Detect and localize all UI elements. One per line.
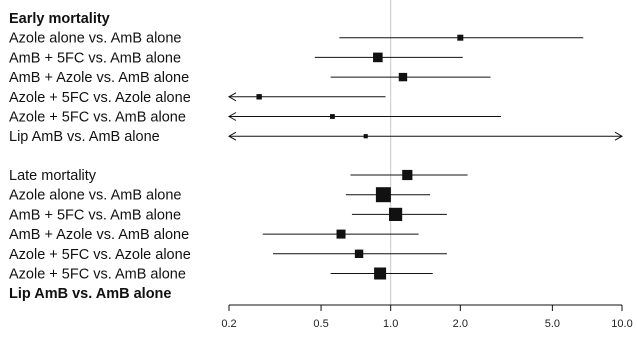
point-estimate-box xyxy=(388,207,403,221)
point-estimate-box xyxy=(354,249,364,258)
point-estimate-box xyxy=(373,52,383,63)
point-estimate-box xyxy=(398,72,408,82)
ci-arrow-right xyxy=(614,131,624,141)
row-label: Azole + 5FC vs. Azole alone xyxy=(9,90,191,106)
point-estimate-box xyxy=(363,134,368,139)
row-label: Azole + 5FC vs. AmB alone xyxy=(9,267,186,283)
row-label: Azole alone vs. AmB alone xyxy=(9,31,182,47)
point-estimate-box xyxy=(256,94,262,100)
point-estimate-box xyxy=(336,229,346,239)
row-label: Azole + 5FC vs. AmB alone xyxy=(9,110,186,126)
row-label: AmB + Azole vs. AmB alone xyxy=(9,70,189,86)
row-label: AmB + 5FC vs. AmB alone xyxy=(9,207,181,223)
x-tick-label: 0.5 xyxy=(313,318,328,330)
point-estimate-box xyxy=(375,187,391,203)
ci-arrow-left xyxy=(227,131,237,141)
ci-arrow-left xyxy=(227,92,237,102)
x-tick-label: 5.0 xyxy=(545,318,560,330)
point-estimate-box xyxy=(402,169,413,181)
x-tick-label: 0.2 xyxy=(221,318,236,330)
row-label: Azole alone vs. AmB alone xyxy=(9,188,182,204)
x-tick-label: 10.0 xyxy=(611,318,632,330)
point-estimate-box xyxy=(374,267,387,280)
row-label: AmB + 5FC vs. AmB alone xyxy=(9,50,181,66)
row-label: Lip AmB vs. AmB alone xyxy=(9,286,171,302)
row-label: AmB + Azole vs. AmB alone xyxy=(9,227,189,243)
row-label: Azole + 5FC vs. Azole alone xyxy=(9,247,191,263)
group-title-early-mortality: Early mortality xyxy=(9,11,110,27)
group-title-late-mortality: Late mortality xyxy=(9,168,97,184)
x-tick-label: 2.0 xyxy=(453,318,468,330)
point-estimate-box xyxy=(330,114,335,119)
ci-arrow-left xyxy=(227,112,237,121)
x-tick-label: 1.0 xyxy=(383,318,398,330)
row-label: Lip AmB vs. AmB alone xyxy=(9,129,160,145)
point-estimate-box xyxy=(457,34,464,41)
